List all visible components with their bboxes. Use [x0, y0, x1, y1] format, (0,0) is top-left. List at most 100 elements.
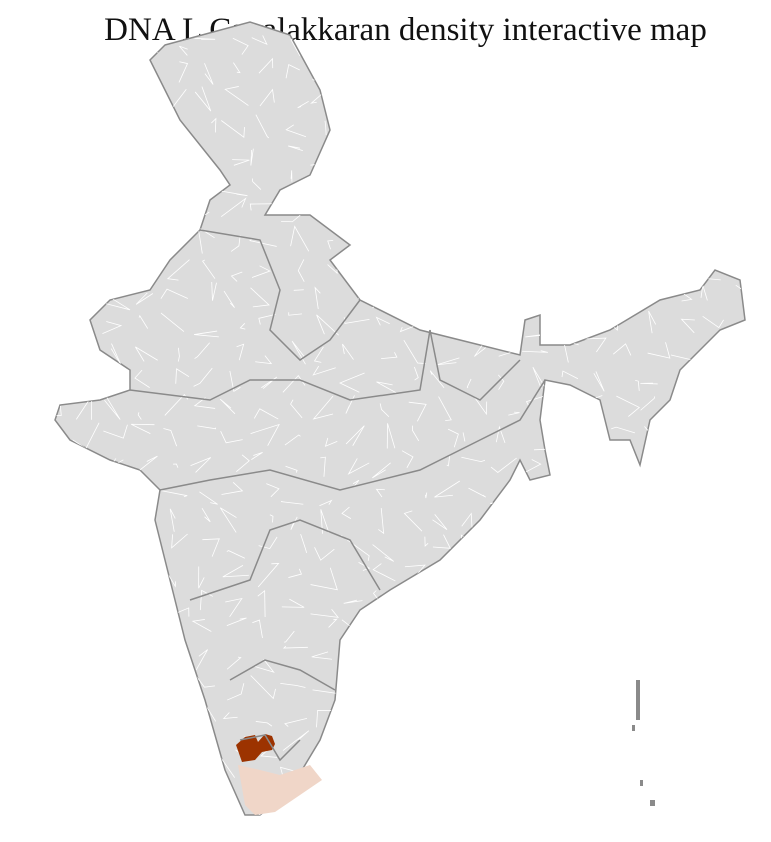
district-border — [644, 480, 661, 504]
district-border — [350, 757, 369, 771]
district-border — [554, 426, 576, 449]
district-border — [499, 299, 517, 309]
district-border — [615, 563, 628, 581]
district-border — [648, 310, 657, 334]
district-border — [671, 826, 694, 840]
district-border — [700, 477, 729, 495]
district-border — [140, 621, 161, 641]
district-border — [622, 142, 638, 163]
district-border — [651, 740, 665, 754]
district-border — [194, 330, 219, 338]
district-border — [77, 68, 97, 79]
district-border — [678, 400, 698, 408]
district-border — [281, 501, 304, 505]
district-border — [258, 313, 276, 325]
district-border — [380, 702, 395, 718]
district-border — [288, 145, 303, 151]
district-border — [75, 750, 87, 755]
district-border — [319, 499, 333, 507]
district-border — [172, 463, 179, 468]
district-border — [329, 730, 340, 738]
district-border — [740, 791, 745, 798]
district-border — [542, 37, 547, 56]
district-border — [347, 91, 365, 105]
region-low-density[interactable] — [238, 765, 322, 815]
district-border — [374, 181, 398, 198]
district-border — [431, 227, 450, 232]
district-border — [492, 122, 503, 138]
district-border — [490, 625, 519, 634]
district-border — [79, 716, 98, 730]
district-border — [522, 572, 541, 585]
district-border — [219, 507, 237, 533]
district-border — [432, 649, 459, 671]
district-border — [290, 225, 310, 252]
district-border — [100, 232, 119, 255]
district-border — [345, 425, 365, 446]
district-border — [740, 454, 745, 462]
district-border — [293, 289, 304, 291]
district-border — [281, 598, 305, 608]
district-border — [598, 122, 610, 135]
district-border — [285, 124, 307, 138]
district-border — [708, 595, 726, 605]
district-border — [112, 580, 129, 583]
district-border — [310, 609, 340, 618]
district-border — [739, 537, 745, 558]
district-border — [438, 396, 452, 421]
district-border — [166, 762, 190, 785]
district-border — [226, 656, 242, 670]
district-border — [672, 790, 695, 807]
district-border — [491, 240, 519, 254]
district-border — [699, 633, 725, 645]
district-border — [324, 120, 327, 136]
district-border — [405, 61, 419, 85]
district-border — [250, 287, 270, 308]
district-border — [614, 180, 635, 193]
district-border — [521, 818, 546, 827]
district-border — [195, 675, 216, 688]
district-border — [112, 678, 126, 689]
india-landmass[interactable] — [54, 21, 746, 816]
district-border — [564, 226, 580, 238]
district-border — [438, 261, 448, 269]
district-border — [640, 653, 670, 669]
district-border — [586, 758, 599, 769]
district-border — [170, 736, 174, 757]
district-border — [436, 310, 456, 331]
district-border — [648, 160, 667, 167]
district-border — [471, 201, 478, 216]
district-border — [441, 117, 457, 133]
district-border — [163, 428, 178, 447]
district-border — [448, 146, 459, 171]
district-border — [669, 685, 686, 694]
district-border — [657, 785, 664, 789]
andaman-nicobar-islands[interactable] — [632, 680, 655, 806]
district-border — [673, 604, 699, 612]
district-border — [129, 198, 157, 226]
district-border — [613, 205, 630, 220]
district-border — [491, 711, 510, 729]
district-border — [685, 665, 693, 675]
district-border — [139, 543, 159, 560]
district-border — [341, 684, 366, 700]
district-border — [408, 401, 427, 422]
district-border — [312, 365, 336, 376]
district-border — [250, 148, 254, 166]
district-border — [461, 512, 473, 528]
district-border — [195, 649, 208, 671]
region-high-density[interactable] — [236, 734, 275, 762]
district-border — [707, 234, 716, 246]
district-border — [676, 228, 698, 249]
district-border — [132, 828, 137, 838]
district-border — [220, 788, 237, 814]
district-border — [591, 685, 607, 702]
district-border — [250, 675, 276, 700]
district-border — [62, 69, 71, 86]
district-border — [372, 240, 392, 253]
district-border — [372, 462, 391, 479]
district-border — [55, 113, 71, 140]
district-border — [59, 497, 68, 500]
district-border — [201, 259, 216, 279]
